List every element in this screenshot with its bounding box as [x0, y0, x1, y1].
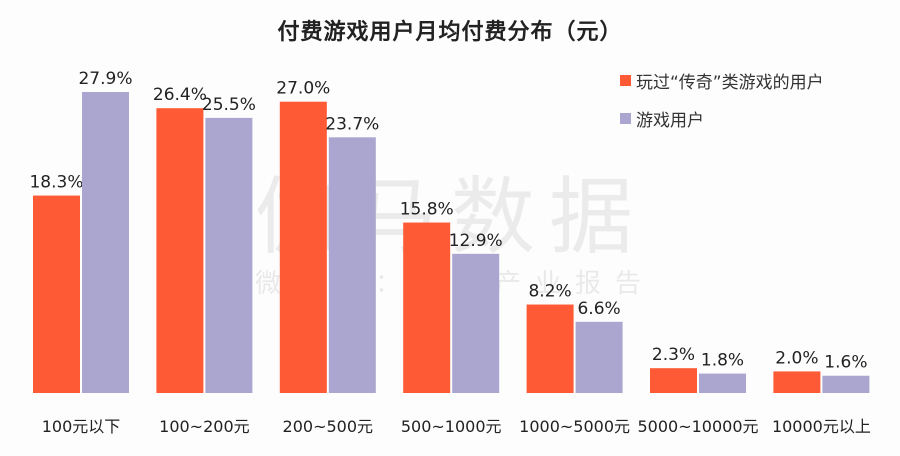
- bar-chuanqi: [403, 222, 451, 393]
- data-label: 25.5%: [202, 95, 256, 115]
- legend-item-chuanqi: 玩过“传奇”类游戏的用户: [620, 68, 824, 93]
- bar-game-users: [82, 92, 129, 393]
- x-tick-label: 100~200元: [159, 417, 250, 436]
- bar-game-users: [205, 117, 253, 394]
- bar-chuanqi: [279, 101, 327, 393]
- legend-label: 玩过“传奇”类游戏的用户: [636, 73, 824, 93]
- x-tick-label: 200~500元: [283, 417, 374, 436]
- x-tick-label: 500~1000元: [401, 417, 502, 436]
- data-label: 27.0%: [276, 79, 330, 99]
- bar-chuanqi: [773, 371, 821, 393]
- bar-chuanqi: [33, 195, 80, 393]
- data-label: 6.6%: [577, 299, 620, 319]
- data-label: 15.8%: [400, 200, 454, 220]
- bar-game-users: [699, 373, 746, 393]
- bar-chuanqi: [650, 368, 697, 393]
- bar-chuanqi: [526, 304, 574, 393]
- data-label: 1.6%: [824, 353, 867, 373]
- legend-item-game-users: 游戏用户: [620, 106, 704, 131]
- x-tick-label: 100元以下: [42, 417, 121, 436]
- data-label: 23.7%: [325, 114, 379, 134]
- data-label: 12.9%: [449, 231, 503, 251]
- data-label: 26.4%: [153, 85, 207, 105]
- legend-label: 游戏用户: [636, 111, 704, 131]
- legend-swatch: [620, 75, 631, 86]
- data-label: 1.8%: [701, 351, 744, 371]
- chart-title: 付费游戏用户月均付费分布（元）: [277, 20, 623, 45]
- data-label: 27.9%: [78, 69, 132, 89]
- bar-game-users: [575, 321, 623, 393]
- bar-chuanqi: [156, 108, 204, 393]
- x-tick-label: 1000~5000元: [519, 417, 630, 436]
- data-label: 2.0%: [775, 348, 818, 368]
- bar-game-users: [328, 137, 376, 393]
- data-label: 18.3%: [29, 173, 83, 193]
- x-tick-label: 10000元以上: [772, 417, 871, 436]
- bar-game-users: [822, 375, 870, 393]
- data-label: 8.2%: [528, 282, 571, 302]
- data-label: 2.3%: [652, 345, 695, 365]
- legend-swatch: [620, 113, 631, 124]
- bar-game-users: [452, 253, 500, 393]
- x-tick-label: 5000~10000元: [637, 417, 758, 436]
